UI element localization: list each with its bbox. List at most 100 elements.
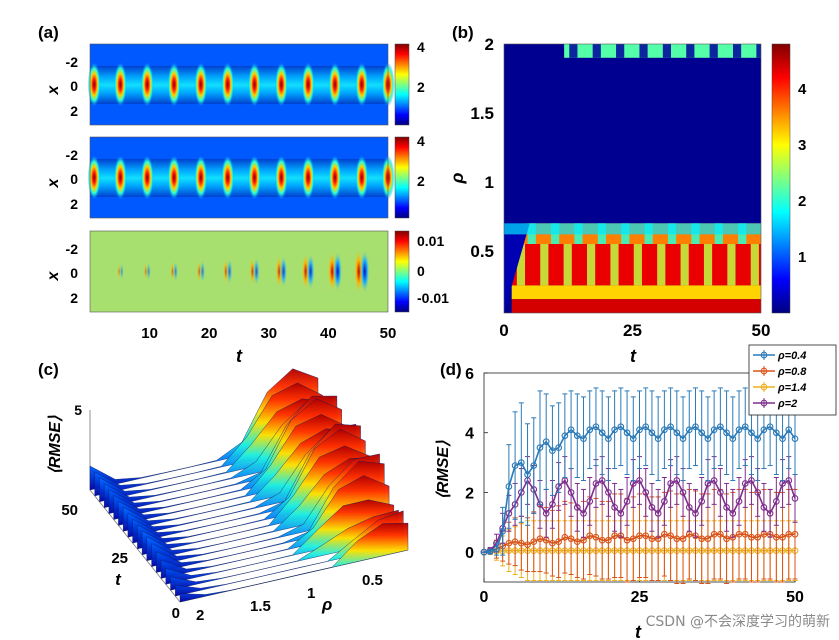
err-neg-0 [119, 262, 124, 281]
heatmap-b-bands [504, 44, 761, 313]
d-xlabel: t [635, 622, 642, 640]
data-point [741, 530, 749, 538]
band-0-trough [569, 44, 578, 58]
data-point [617, 423, 625, 431]
a-top-cbar-tick-0: 4 [417, 39, 425, 55]
d-ytick-2: 4 [465, 426, 474, 443]
data-point [499, 527, 507, 535]
data-point [698, 498, 706, 505]
data-point [685, 504, 693, 511]
data-point [723, 429, 730, 437]
data-point [629, 535, 637, 543]
err-neg-7 [306, 252, 315, 291]
a-bot-ytick-1: 0 [70, 265, 78, 281]
data-point [704, 535, 712, 543]
data-point [785, 426, 793, 434]
a-mid-cbar-tick-1: 2 [417, 173, 425, 189]
data-point [573, 432, 581, 440]
data-point [486, 548, 494, 555]
data-point [648, 504, 656, 511]
panel-label-b: (b) [452, 23, 474, 42]
data-point [605, 489, 612, 496]
data-point [573, 504, 581, 511]
data-point [505, 483, 513, 490]
b-xtick-2: 50 [752, 321, 771, 340]
data-point [754, 435, 762, 443]
a-top-ylabel: x [45, 84, 62, 95]
panel-label-c: (c) [38, 360, 59, 379]
data-point [561, 432, 569, 440]
band-2-trough [633, 244, 642, 286]
band-0-trough [686, 44, 695, 58]
a-mid-colorbar [394, 136, 410, 219]
c-rhotick-2: 2 [196, 607, 204, 624]
pulse-10 [355, 155, 369, 200]
band-0-trough [592, 44, 601, 58]
c-rhotick-1: 1 [307, 585, 315, 602]
heatmap-a-top: -2 0 2 x 4 2 [45, 39, 425, 126]
err-neg-2 [173, 260, 179, 283]
c-ttick-25: 25 [111, 550, 128, 567]
a-top-colorbar [394, 43, 410, 126]
data-point [785, 530, 793, 538]
data-point [717, 489, 724, 496]
data-point [592, 423, 600, 431]
a-bot-xtick-2: 30 [260, 325, 277, 342]
band-0-trough [709, 44, 718, 58]
b-ytick-0: 0.5 [470, 242, 494, 261]
data-point [511, 538, 519, 546]
data-point [555, 538, 562, 546]
heatmap-b: 0.5 1 1.5 2 0 25 50 ρ t 1 2 3 4 [447, 35, 807, 366]
data-point [605, 536, 612, 544]
data-point [779, 533, 786, 541]
data-point [536, 444, 544, 451]
legend-marker-3 [760, 399, 768, 407]
data-point [661, 498, 668, 505]
heatmap-a-mid-pulses [87, 155, 395, 200]
data-point [530, 462, 538, 469]
data-point [530, 538, 538, 546]
b-xlabel: t [630, 346, 637, 366]
pulse-0 [87, 155, 101, 200]
err-neg-9 [359, 248, 370, 295]
a-bot-xticks: 10 20 30 40 50 [141, 325, 396, 342]
pulse-3 [167, 155, 181, 200]
data-point [735, 530, 743, 538]
surface-strip-19 [179, 522, 409, 603]
heatmap-a-bot-pulses [116, 248, 370, 295]
data-point [567, 489, 575, 496]
legend-label-3: ρ=2 [777, 398, 797, 410]
data-point [611, 426, 618, 434]
data-point [772, 429, 780, 437]
band-2-trough [540, 244, 549, 286]
series-line [483, 425, 796, 553]
data-point [549, 447, 556, 454]
a-bot-xtick-4: 50 [380, 325, 397, 342]
d-series [480, 387, 799, 584]
b-ylabel: ρ [447, 172, 467, 184]
heatmap-a-top-pulses [87, 62, 395, 107]
a-mid-ylabel: x [45, 177, 62, 188]
err-neg-8 [333, 250, 343, 293]
data-point [611, 532, 618, 540]
a-mid-ytick-0: -2 [66, 147, 79, 163]
data-point [586, 426, 594, 434]
pulse-0 [87, 62, 101, 107]
data-point [592, 480, 600, 487]
data-point [772, 533, 780, 541]
band-2-trough [680, 244, 689, 286]
data-point [673, 429, 681, 437]
data-point [667, 423, 674, 431]
a-bot-cbar-tick-2: -0.01 [417, 290, 449, 306]
b-ytick-2: 1.5 [470, 104, 494, 123]
data-point [617, 509, 625, 517]
line-chart-d: 0 2 4 6 0 25 50 ⟨RMSE⟩ t ρ=0.4 ρ=0.8 ρ=1.4 ρ=2 [435, 344, 837, 640]
data-point [748, 429, 755, 437]
band-0-trough [662, 44, 672, 58]
band-2-trough [563, 244, 572, 286]
data-point [710, 477, 718, 484]
data-point [517, 459, 525, 466]
data-point [785, 477, 793, 484]
data-point [661, 530, 668, 538]
